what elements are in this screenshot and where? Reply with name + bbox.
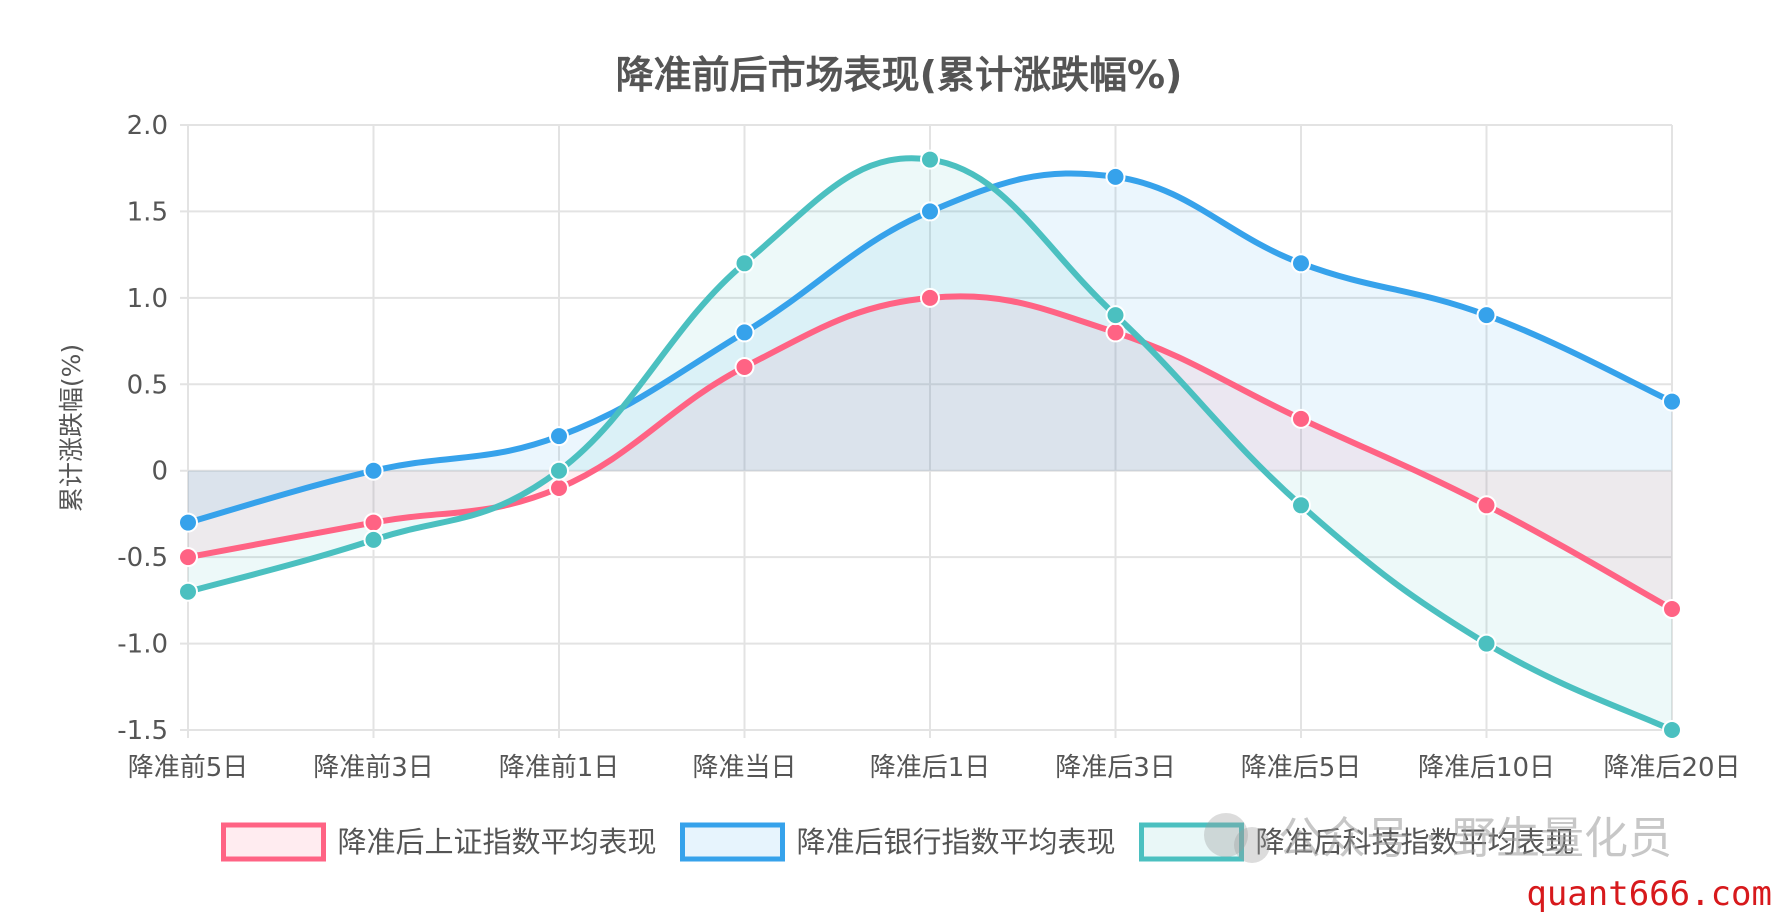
- x-tick-label: 降准后20日: [1603, 753, 1740, 783]
- x-tick-label: 降准后1日: [870, 753, 991, 783]
- y-tick-label: 0: [151, 457, 168, 487]
- data-point[interactable]: [920, 201, 940, 222]
- data-point[interactable]: [1476, 305, 1497, 326]
- wechat-icon: [1204, 813, 1248, 857]
- legend-swatch: [221, 822, 326, 862]
- series-fill: [188, 158, 1672, 731]
- y-tick-label: -1.0: [117, 630, 168, 660]
- x-tick-label: 降准前5日: [128, 753, 249, 783]
- data-point[interactable]: [1662, 599, 1682, 619]
- x-tick-label: 降准后10日: [1418, 753, 1555, 783]
- data-point[interactable]: [1476, 495, 1497, 516]
- data-point[interactable]: [549, 426, 569, 447]
- data-point[interactable]: [1291, 253, 1311, 274]
- legend-item[interactable]: 降准后科技指数平均表现: [1139, 822, 1575, 862]
- legend-label: 降准后银行指数平均表现: [797, 825, 1116, 859]
- watermark: 公众号 · 野生量化员 quant666.com: [1204, 813, 1772, 914]
- data-point[interactable]: [1105, 305, 1126, 326]
- data-point[interactable]: [178, 581, 198, 602]
- y-tick-label: 1.5: [127, 197, 168, 227]
- data-point[interactable]: [734, 322, 755, 343]
- y-axis-ticks: 2.0 1.5 1.0 0.5 0 -0.5 -1.0 -1.5: [117, 111, 168, 746]
- legend-item[interactable]: 降准后银行指数平均表现: [680, 822, 1116, 862]
- series-fills: [188, 158, 1672, 731]
- series-points: [178, 149, 1682, 740]
- legend-label: 降准后科技指数平均表现: [1256, 825, 1575, 859]
- wechat-icon-bubble: [1234, 827, 1270, 863]
- series-fill: [188, 296, 1672, 609]
- watermark-url: quant666.com: [1526, 874, 1772, 914]
- y-tick-label: -1.5: [117, 716, 168, 746]
- data-point[interactable]: [363, 512, 384, 533]
- data-point[interactable]: [734, 253, 755, 274]
- data-point[interactable]: [1476, 633, 1497, 654]
- y-tick-label: 1.0: [127, 284, 168, 314]
- data-point[interactable]: [1291, 408, 1311, 429]
- legend: 降准后上证指数平均表现 降准后银行指数平均表现 降准后科技指数平均表现: [221, 822, 1575, 862]
- x-tick-label: 降准后5日: [1241, 753, 1362, 783]
- legend-label: 降准后上证指数平均表现: [338, 825, 657, 859]
- data-point[interactable]: [1291, 495, 1311, 516]
- data-point[interactable]: [363, 529, 384, 550]
- data-point[interactable]: [1105, 166, 1126, 187]
- data-point[interactable]: [549, 460, 569, 481]
- data-point[interactable]: [1105, 322, 1126, 343]
- series-fill: [188, 173, 1672, 523]
- y-axis-label: 累计涨跌幅(%): [57, 344, 86, 512]
- data-point[interactable]: [363, 460, 384, 481]
- chart-title: 降准前后市场表现(累计涨跌幅%): [616, 53, 1183, 97]
- watermark-text: 公众号 · 野生量化员: [1278, 813, 1672, 864]
- grid: [180, 124, 1673, 738]
- legend-swatch: [680, 822, 785, 862]
- data-point[interactable]: [734, 357, 755, 377]
- x-tick-label: 降准前1日: [499, 753, 620, 783]
- data-point[interactable]: [178, 512, 198, 533]
- data-point[interactable]: [1662, 391, 1682, 412]
- data-point[interactable]: [920, 287, 940, 308]
- y-tick-label: -0.5: [117, 543, 168, 573]
- y-tick-label: 2.0: [127, 111, 168, 141]
- x-tick-label: 降准后3日: [1055, 753, 1176, 783]
- x-tick-label: 降准前3日: [313, 753, 434, 783]
- data-point[interactable]: [1662, 720, 1682, 740]
- x-axis-ticks: 降准前5日 降准前3日 降准前1日 降准当日 降准后1日 降准后3日 降准后5日 降准后10日…: [128, 753, 1741, 783]
- y-tick-label: 0.5: [127, 370, 168, 400]
- legend-swatch: [1139, 822, 1244, 862]
- legend-item[interactable]: 降准后上证指数平均表现: [221, 822, 657, 862]
- data-point[interactable]: [178, 547, 198, 568]
- data-point[interactable]: [920, 149, 940, 170]
- data-point[interactable]: [549, 478, 569, 498]
- x-tick-label: 降准当日: [692, 753, 796, 783]
